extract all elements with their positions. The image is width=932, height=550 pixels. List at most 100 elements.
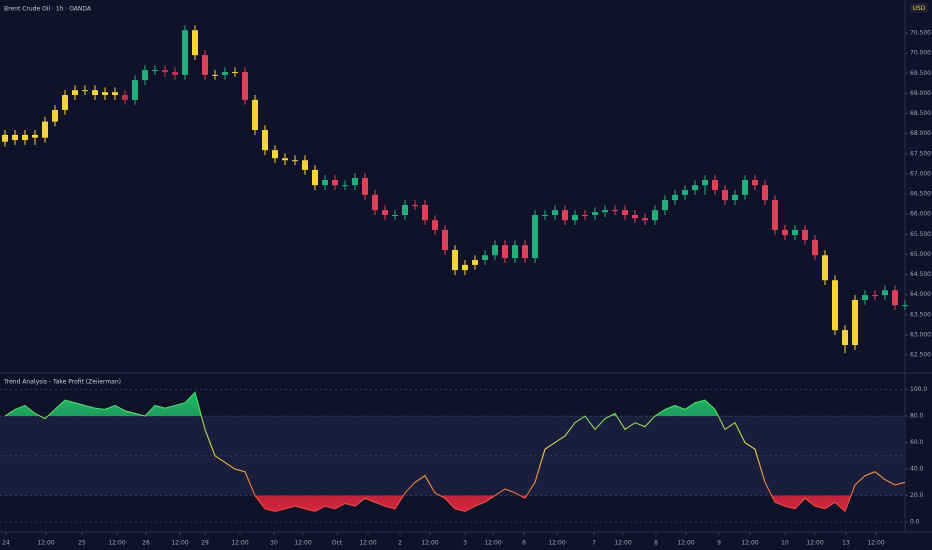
y-tick-label: 64.000 <box>910 291 931 298</box>
candle-body <box>272 150 278 159</box>
candle-body <box>322 179 328 186</box>
x-tick-label: 12:00 <box>867 540 884 547</box>
x-tick-label: 10 <box>781 540 789 547</box>
candle-body <box>622 210 628 215</box>
candle-body <box>712 179 718 191</box>
x-tick-label: Oct <box>332 540 343 547</box>
y-tick-label: 70.000 <box>910 50 931 57</box>
candle-body <box>132 80 138 100</box>
candle-body <box>462 264 468 271</box>
x-tick-label: 13 <box>842 540 850 547</box>
y-tick-label: 63.000 <box>910 331 931 338</box>
x-tick-label: 12:00 <box>421 540 438 547</box>
candle-body <box>292 160 298 162</box>
candle-body <box>202 55 208 75</box>
candle-body <box>502 245 508 259</box>
chart-title: Brent Crude Oil · 1h · OANDA <box>4 6 92 13</box>
y-tick-label: 66.500 <box>910 191 931 198</box>
candle-body <box>52 109 58 122</box>
candle-body <box>752 179 758 186</box>
candle-body <box>902 305 908 307</box>
candle-body <box>102 92 108 96</box>
candle-body <box>592 212 598 215</box>
y-tick-label: 66.000 <box>910 211 931 218</box>
candle-body <box>842 330 848 346</box>
x-tick-label: 6 <box>522 540 526 547</box>
candle-body <box>162 70 168 73</box>
candle-body <box>732 194 738 201</box>
y-tick-label: 80.0 <box>910 413 924 420</box>
candle-body <box>742 179 748 195</box>
candle-body <box>372 194 378 211</box>
upper-fill <box>5 392 905 417</box>
candle-body <box>252 99 258 131</box>
candle-body <box>142 70 148 81</box>
candle-body <box>452 250 458 271</box>
x-tick-label: 12:00 <box>231 540 248 547</box>
candle-body <box>582 214 588 216</box>
x-tick-label: 12:00 <box>37 540 54 547</box>
candle-body <box>172 72 178 75</box>
candle-body <box>422 204 428 221</box>
candle-body <box>92 90 98 96</box>
candle-body <box>192 30 198 56</box>
candle-body <box>122 95 128 100</box>
candle-body <box>662 200 668 211</box>
candle-body <box>62 95 68 110</box>
candle-body <box>232 72 238 74</box>
candle-body <box>302 160 308 170</box>
candle-body <box>392 214 398 216</box>
x-tick-label: 26 <box>142 540 150 547</box>
candle-body <box>2 134 8 142</box>
candle-body <box>802 229 808 240</box>
candle-body <box>782 229 788 236</box>
indicator-title: Trend Analysis - Take Profit (Zeiierman) <box>3 379 121 386</box>
y-tick-label: 63.500 <box>910 311 931 318</box>
candle-body <box>342 185 348 187</box>
candle-body <box>112 92 118 96</box>
currency-badge[interactable] <box>910 3 928 13</box>
candle-body <box>22 134 28 141</box>
candle-body <box>482 255 488 261</box>
candle-body <box>492 245 498 256</box>
candle-body <box>552 210 558 215</box>
candle-body <box>762 185 768 201</box>
candle-body <box>572 214 578 221</box>
lower-fill <box>5 495 905 512</box>
x-tick-label: 12:00 <box>806 540 823 547</box>
y-tick-label: 40.0 <box>910 466 924 473</box>
candle-body <box>152 70 158 72</box>
candle-body <box>892 290 898 306</box>
candle-body <box>72 90 78 96</box>
trend-line <box>4 391 906 513</box>
x-tick-label: 12:00 <box>614 540 631 547</box>
candle-body <box>412 204 418 206</box>
candle-body <box>692 185 698 191</box>
candle-body <box>282 158 288 161</box>
candle-body <box>772 200 778 230</box>
x-tick-label: 12:00 <box>359 540 376 547</box>
candle-body <box>262 130 268 151</box>
candle-body <box>602 210 608 213</box>
x-tick-label: 8 <box>654 540 658 547</box>
x-tick-label: 30 <box>270 540 278 547</box>
y-tick-label: 62.500 <box>910 352 931 359</box>
candle-body <box>852 299 858 346</box>
candle-body <box>442 229 448 251</box>
candle-body <box>612 210 618 212</box>
y-tick-label: 69.500 <box>910 70 931 77</box>
candle-body <box>182 30 188 75</box>
candle-body <box>722 190 728 201</box>
y-tick-label: 65.500 <box>910 231 931 238</box>
x-tick-label: 2 <box>398 540 402 547</box>
y-tick-label: 100.0 <box>910 386 927 393</box>
y-tick-label: 65.000 <box>910 251 931 258</box>
candle-body <box>212 74 218 76</box>
y-tick-label: 20.0 <box>910 492 924 499</box>
candle-body <box>672 194 678 201</box>
candle-body <box>562 210 568 221</box>
x-tick-label: 12:00 <box>484 540 501 547</box>
x-tick-label: 12:00 <box>171 540 188 547</box>
